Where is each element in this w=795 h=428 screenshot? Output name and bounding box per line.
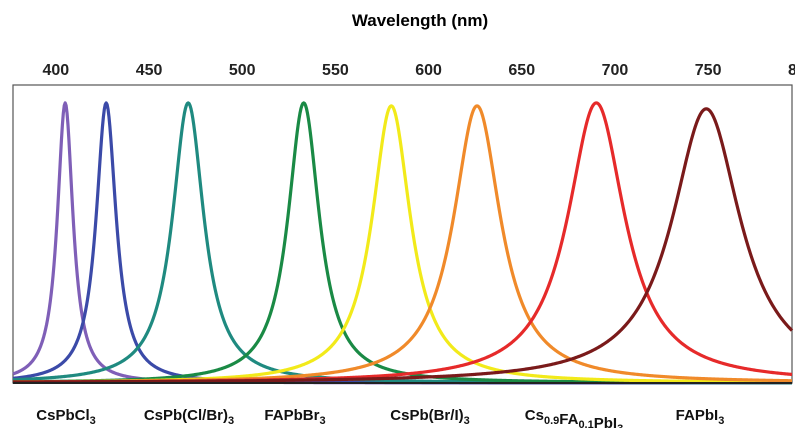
x-axis-ticks: 400 450 500 550 600 650 700 750 800 [43, 62, 795, 79]
x-tick-label-750: 750 [695, 62, 722, 79]
x-tick-label-700: 700 [602, 62, 629, 79]
series-labels: CsPbCl3 CsPb(Cl/Br)3 FAPbBr3 CsPb(Br/I)3 Cs0… [36, 407, 724, 428]
series-label-4: FAPbBr3 [264, 407, 325, 427]
series-label-8: FAPbI3 [676, 407, 725, 427]
x-tick-label-450: 450 [136, 62, 163, 79]
x-tick-label-800: 800 [788, 62, 795, 79]
spectra-curves [12, 101, 794, 385]
x-tick-label-650: 650 [508, 62, 535, 79]
series-curve-3 [12, 101, 793, 385]
series-label-7: Cs0.9FA0.1PbI3 [525, 407, 623, 428]
series-label-6: CsPb(Br/I)3 [390, 407, 469, 427]
series-curve-5 [12, 104, 793, 384]
x-tick-label-500: 500 [229, 62, 256, 79]
series-label-2: CsPb(Cl/Br)3 [144, 407, 234, 427]
x-tick-label-400: 400 [43, 62, 70, 79]
series-curve-7 [12, 101, 793, 384]
series-curve-2 [12, 101, 793, 385]
x-tick-label-550: 550 [322, 62, 349, 79]
x-axis-title: Wavelength (nm) [352, 11, 488, 30]
series-curve-1 [12, 101, 793, 385]
series-curve-8 [12, 107, 794, 384]
series-curve-4 [12, 101, 793, 385]
series-label-1: CsPbCl3 [36, 407, 95, 427]
x-tick-label-600: 600 [415, 62, 442, 79]
